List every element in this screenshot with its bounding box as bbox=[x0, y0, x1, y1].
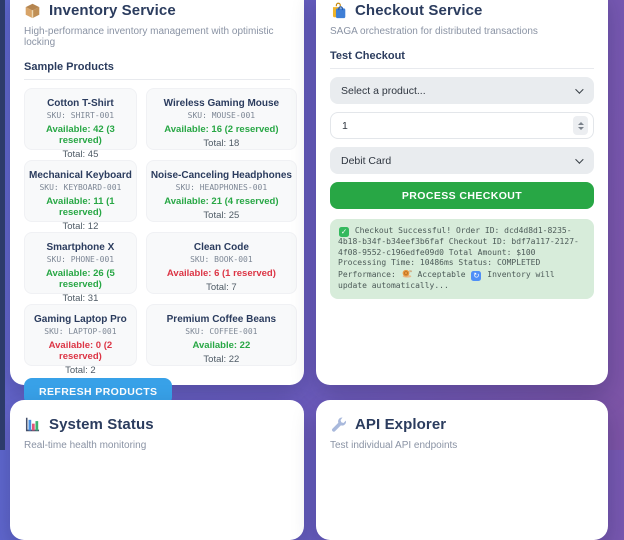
quantity-stepper[interactable] bbox=[573, 116, 588, 135]
product-card: Cotton T-Shirt SKU: SHIRT-001 Available:… bbox=[24, 88, 137, 160]
system-status-subtitle: Real-time health monitoring bbox=[24, 440, 147, 451]
product-total: Total: 25 bbox=[203, 210, 240, 221]
product-grid: Cotton T-Shirt SKU: SHIRT-001 Available:… bbox=[24, 88, 297, 376]
product-card: Clean Code SKU: BOOK-001 Available: 6 (1… bbox=[145, 232, 297, 294]
product-sku: SKU: SHIRT-001 bbox=[46, 111, 115, 120]
spinner-down-icon bbox=[577, 126, 584, 130]
product-select-value: Select a product... bbox=[341, 84, 426, 97]
system-status-card: System Status Real-time health monitorin… bbox=[10, 400, 304, 540]
product-card: Mechanical Keyboard SKU: KEYBOARD-001 Av… bbox=[24, 160, 137, 232]
product-available: Available: 16 (2 reserved) bbox=[164, 124, 279, 135]
product-name: Premium Coffee Beans bbox=[166, 314, 277, 325]
divider bbox=[330, 68, 594, 69]
product-card: Noise-Canceling Headphones SKU: HEADPHON… bbox=[145, 160, 297, 222]
quantity-value: 1 bbox=[342, 119, 348, 132]
product-name: Clean Code bbox=[193, 242, 249, 253]
product-sku: SKU: PHONE-001 bbox=[46, 255, 115, 264]
checkout-service-card: Checkout Service SAGA orchestration for … bbox=[316, 0, 608, 385]
product-select[interactable]: Select a product... bbox=[330, 77, 594, 104]
dashboard-grid: Inventory Service High-performance inven… bbox=[10, 0, 608, 540]
inventory-header: Inventory Service bbox=[24, 2, 290, 19]
product-total: Total: 45 bbox=[62, 149, 99, 160]
inventory-title: Inventory Service bbox=[49, 2, 176, 19]
chevron-down-icon bbox=[575, 84, 584, 94]
sample-products-heading: Sample Products bbox=[24, 61, 114, 73]
api-explorer-subtitle: Test individual API endpoints bbox=[330, 440, 458, 451]
inventory-service-card: Inventory Service High-performance inven… bbox=[10, 0, 304, 405]
product-card: Premium Coffee Beans SKU: COFFEE-001 Ava… bbox=[145, 304, 297, 366]
api-explorer-title: API Explorer bbox=[355, 416, 447, 433]
success-check-icon: ✓ bbox=[339, 227, 349, 237]
test-checkout-heading: Test Checkout bbox=[330, 50, 405, 62]
bar-chart-icon bbox=[24, 416, 41, 433]
system-status-title: System Status bbox=[49, 416, 154, 433]
result-text: Checkout Successful! Order ID: dcd4d8d1-… bbox=[338, 226, 579, 279]
wrench-icon bbox=[330, 416, 347, 433]
product-name: Mechanical Keyboard bbox=[29, 170, 132, 181]
product-name: Wireless Gaming Mouse bbox=[163, 98, 280, 109]
divider bbox=[24, 79, 290, 80]
result-text: Acceptable bbox=[417, 269, 466, 279]
product-name: Smartphone X bbox=[46, 242, 115, 253]
product-available: Available: 6 (1 reserved) bbox=[166, 268, 276, 279]
refresh-icon: ↻ bbox=[471, 270, 482, 281]
inventory-subtitle: High-performance inventory management wi… bbox=[24, 26, 274, 48]
payment-select-value: Debit Card bbox=[341, 154, 392, 167]
checkout-header: Checkout Service bbox=[330, 2, 594, 19]
package-icon bbox=[24, 2, 41, 19]
product-card: Gaming Laptop Pro SKU: LAPTOP-001 Availa… bbox=[24, 304, 137, 376]
product-sku: SKU: BOOK-001 bbox=[190, 255, 253, 264]
product-sku: SKU: KEYBOARD-001 bbox=[39, 183, 122, 192]
system-status-header: System Status bbox=[24, 416, 290, 433]
product-name: Cotton T-Shirt bbox=[47, 98, 114, 109]
checkout-subtitle: SAGA orchestration for distributed trans… bbox=[330, 26, 538, 37]
product-sku: SKU: MOUSE-001 bbox=[187, 111, 256, 120]
product-sku: SKU: HEADPHONES-001 bbox=[175, 183, 268, 192]
product-total: Total: 31 bbox=[62, 293, 99, 304]
spinner-up-icon bbox=[577, 121, 584, 125]
product-sku: SKU: COFFEE-001 bbox=[185, 327, 258, 336]
product-available: Available: 21 (4 reserved) bbox=[164, 196, 279, 207]
product-available: Available: 26 (5 reserved) bbox=[45, 268, 115, 290]
checkout-title: Checkout Service bbox=[355, 2, 483, 19]
window-left-edge bbox=[0, 0, 5, 450]
result-text: Inventory will update automatically... bbox=[338, 269, 555, 291]
shopping-bags-icon bbox=[330, 2, 347, 19]
api-explorer-header: API Explorer bbox=[330, 416, 594, 433]
product-name: Noise-Canceling Headphones bbox=[150, 170, 292, 181]
product-available: Available: 0 (2 reserved) bbox=[48, 340, 113, 362]
payment-method-select[interactable]: Debit Card bbox=[330, 147, 594, 174]
product-name: Gaming Laptop Pro bbox=[34, 314, 127, 325]
chevron-down-icon bbox=[575, 154, 584, 164]
product-total: Total: 2 bbox=[65, 365, 96, 376]
quantity-input[interactable]: 1 bbox=[330, 112, 594, 139]
product-available: Available: 11 (1 reserved) bbox=[46, 196, 115, 218]
product-available: Available: 42 (3 reserved) bbox=[45, 124, 115, 146]
product-card: Smartphone X SKU: PHONE-001 Available: 2… bbox=[24, 232, 137, 304]
product-total: Total: 22 bbox=[203, 354, 240, 365]
process-checkout-button[interactable]: PROCESS CHECKOUT bbox=[330, 182, 594, 209]
product-total: Total: 18 bbox=[203, 138, 240, 149]
product-card: Wireless Gaming Mouse SKU: MOUSE-001 Ava… bbox=[145, 88, 297, 150]
product-sku: SKU: LAPTOP-001 bbox=[44, 327, 117, 336]
checkout-result-box: ✓ Checkout Successful! Order ID: dcd4d8d… bbox=[330, 219, 594, 299]
snail-icon bbox=[402, 269, 412, 282]
product-available: Available: 22 bbox=[192, 340, 251, 351]
product-total: Total: 12 bbox=[62, 221, 99, 232]
product-total: Total: 7 bbox=[206, 282, 237, 293]
api-explorer-card: API Explorer Test individual API endpoin… bbox=[316, 400, 608, 540]
